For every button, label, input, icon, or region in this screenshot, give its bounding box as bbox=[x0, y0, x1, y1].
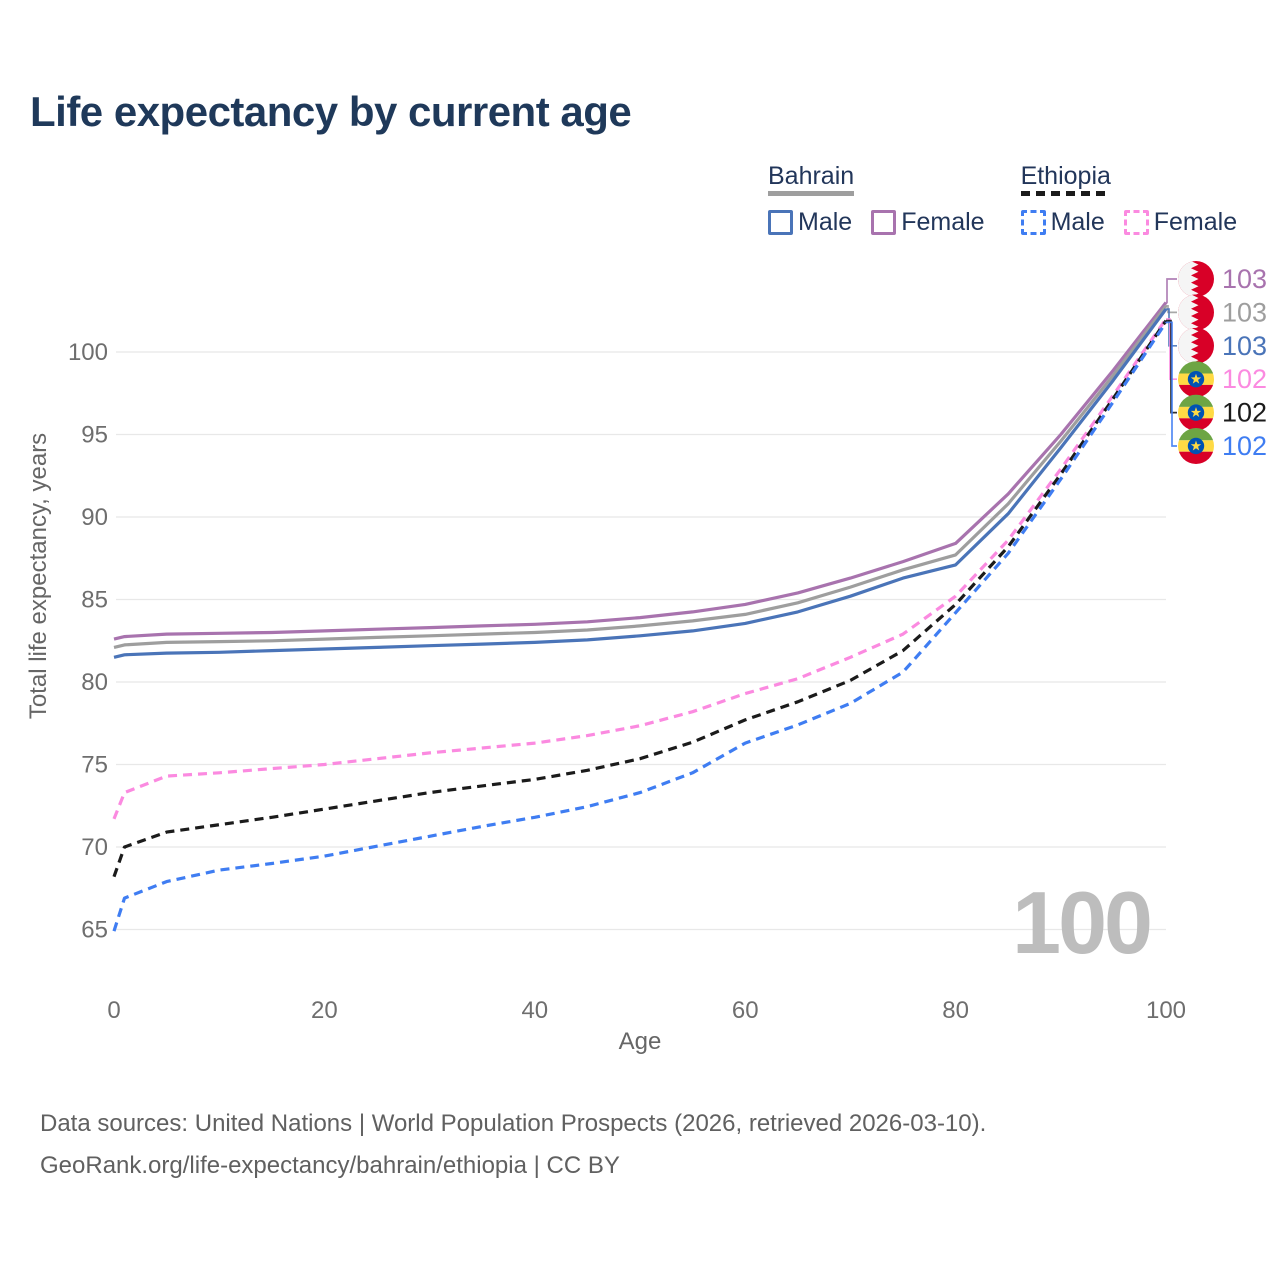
leader-line-ethiopia-female bbox=[1166, 318, 1177, 381]
ethiopia-male-swatch-icon bbox=[1020, 210, 1046, 235]
end-value-bahrain-all: 103 bbox=[1222, 297, 1267, 327]
legend-group-ethiopia: Ethiopia Male Female bbox=[1020, 162, 1238, 237]
x-tick-60: 60 bbox=[732, 997, 759, 1024]
legend-label-bahrain-male: Male bbox=[798, 208, 853, 236]
leader-line-ethiopia-all bbox=[1166, 319, 1177, 414]
legend-country-bahrain[interactable]: Bahrain bbox=[768, 162, 855, 200]
y-tick-85: 85 bbox=[81, 587, 108, 614]
legend-country-bahrain-label: Bahrain bbox=[768, 162, 855, 190]
legend-group-bahrain: Bahrain Male Female bbox=[768, 162, 985, 237]
ethiopia-flag-icon bbox=[1178, 361, 1214, 398]
legend-item-bahrain-female[interactable]: Female bbox=[871, 208, 985, 237]
end-value-ethiopia-female: 102 bbox=[1222, 364, 1267, 394]
legend-items-ethiopia: Male Female bbox=[1020, 208, 1238, 237]
x-tick-100: 100 bbox=[1146, 997, 1186, 1024]
ethiopia-female-swatch-icon bbox=[1123, 210, 1149, 235]
y-axis-title: Total life expectancy, years bbox=[25, 433, 52, 719]
bahrain-male-swatch-icon bbox=[768, 210, 793, 235]
chart-footer: Data sources: United Nations | World Pop… bbox=[40, 1103, 986, 1187]
y-tick-95: 95 bbox=[81, 422, 108, 449]
data-sources-note: Data sources: United Nations | World Pop… bbox=[40, 1110, 987, 1137]
end-value-ethiopia-male: 102 bbox=[1222, 431, 1267, 461]
leader-line-bahrain-female bbox=[1166, 278, 1177, 304]
x-tick-0: 0 bbox=[107, 997, 120, 1024]
line-bahrain-all[interactable] bbox=[113, 304, 1168, 649]
attribution-link[interactable]: GeoRank.org/life-expectancy/bahrain/ethi… bbox=[40, 1152, 620, 1179]
age-watermark: 100 bbox=[1012, 873, 1150, 972]
line-bahrain-male[interactable] bbox=[113, 308, 1168, 659]
ethiopia-flag-icon bbox=[1178, 428, 1214, 464]
y-tick-100: 100 bbox=[68, 339, 108, 366]
legend-label-ethiopia-male: Male bbox=[1050, 208, 1105, 236]
y-tick-75: 75 bbox=[81, 752, 108, 779]
legend-item-bahrain-male[interactable]: Male bbox=[768, 208, 852, 237]
ethiopia-all-line-swatch-icon bbox=[1020, 191, 1111, 196]
chart-legend: Bahrain Male Female Ethiopia bbox=[768, 162, 1237, 237]
line-ethiopia-female[interactable] bbox=[112, 318, 1168, 820]
legend-label-ethiopia-female: Female bbox=[1153, 208, 1238, 236]
x-tick-80: 80 bbox=[942, 997, 969, 1024]
x-tick-20: 20 bbox=[311, 997, 338, 1024]
y-tick-70: 70 bbox=[81, 834, 108, 861]
bahrain-flag-icon bbox=[1178, 294, 1214, 331]
x-axis-title: Age bbox=[619, 1028, 662, 1055]
legend-item-ethiopia-female[interactable]: Female bbox=[1123, 208, 1238, 237]
end-value-bahrain-female: 103 bbox=[1222, 264, 1267, 294]
line-ethiopia-all[interactable] bbox=[112, 319, 1168, 878]
bahrain-flag-icon bbox=[1178, 327, 1214, 364]
legend-items-bahrain: Male Female bbox=[768, 208, 985, 237]
line-bahrain-female[interactable] bbox=[113, 301, 1168, 641]
bahrain-all-line-swatch-icon bbox=[768, 191, 855, 196]
y-tick-80: 80 bbox=[81, 669, 108, 696]
y-tick-65: 65 bbox=[81, 917, 108, 944]
legend-label-bahrain-female: Female bbox=[901, 208, 985, 236]
ethiopia-flag-icon bbox=[1178, 394, 1214, 431]
leader-line-ethiopia-male bbox=[1166, 321, 1177, 447]
end-value-ethiopia-all: 102 bbox=[1222, 398, 1267, 428]
bahrain-flag-icon bbox=[1178, 261, 1214, 297]
page-title: Life expectancy by current age bbox=[30, 88, 632, 135]
bahrain-female-swatch-icon bbox=[871, 210, 897, 235]
leader-line-bahrain-male bbox=[1166, 308, 1177, 347]
legend-country-ethiopia-label: Ethiopia bbox=[1020, 162, 1111, 190]
x-tick-40: 40 bbox=[521, 997, 548, 1024]
legend-item-ethiopia-male[interactable]: Male bbox=[1020, 208, 1105, 237]
legend-country-ethiopia[interactable]: Ethiopia bbox=[1020, 162, 1111, 200]
end-value-bahrain-male: 103 bbox=[1222, 331, 1267, 361]
y-tick-90: 90 bbox=[81, 504, 108, 531]
